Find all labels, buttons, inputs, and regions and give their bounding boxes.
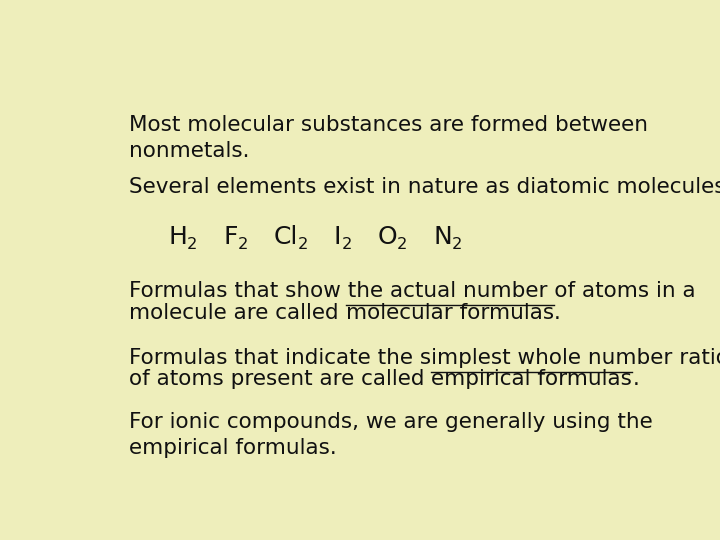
Text: F: F (223, 225, 238, 249)
Text: Several elements exist in nature as diatomic molecules.: Several elements exist in nature as diat… (129, 177, 720, 197)
Text: .: . (632, 369, 639, 389)
Text: 2: 2 (341, 237, 352, 252)
Text: Formulas that show the actual number of atoms in a: Formulas that show the actual number of … (129, 281, 696, 301)
Text: For ionic compounds, we are generally using the
empirical formulas.: For ionic compounds, we are generally us… (129, 412, 653, 458)
Text: 2: 2 (238, 237, 248, 252)
Text: empirical formulas: empirical formulas (431, 369, 632, 389)
Text: H: H (168, 225, 187, 249)
Text: I: I (334, 225, 341, 249)
Text: N: N (433, 225, 452, 249)
Text: molecule are called: molecule are called (129, 302, 346, 322)
Text: O: O (377, 225, 397, 249)
Text: 2: 2 (397, 237, 408, 252)
Text: 2: 2 (298, 237, 308, 252)
Text: Formulas that indicate the simplest whole number ratios: Formulas that indicate the simplest whol… (129, 348, 720, 368)
Text: Cl: Cl (274, 225, 298, 249)
Text: Most molecular substances are formed between
nonmetals.: Most molecular substances are formed bet… (129, 114, 648, 161)
Text: of atoms present are called: of atoms present are called (129, 369, 431, 389)
Text: 2: 2 (452, 237, 462, 252)
Text: .: . (554, 302, 561, 322)
Text: molecular formulas: molecular formulas (346, 302, 554, 322)
Text: 2: 2 (187, 237, 197, 252)
